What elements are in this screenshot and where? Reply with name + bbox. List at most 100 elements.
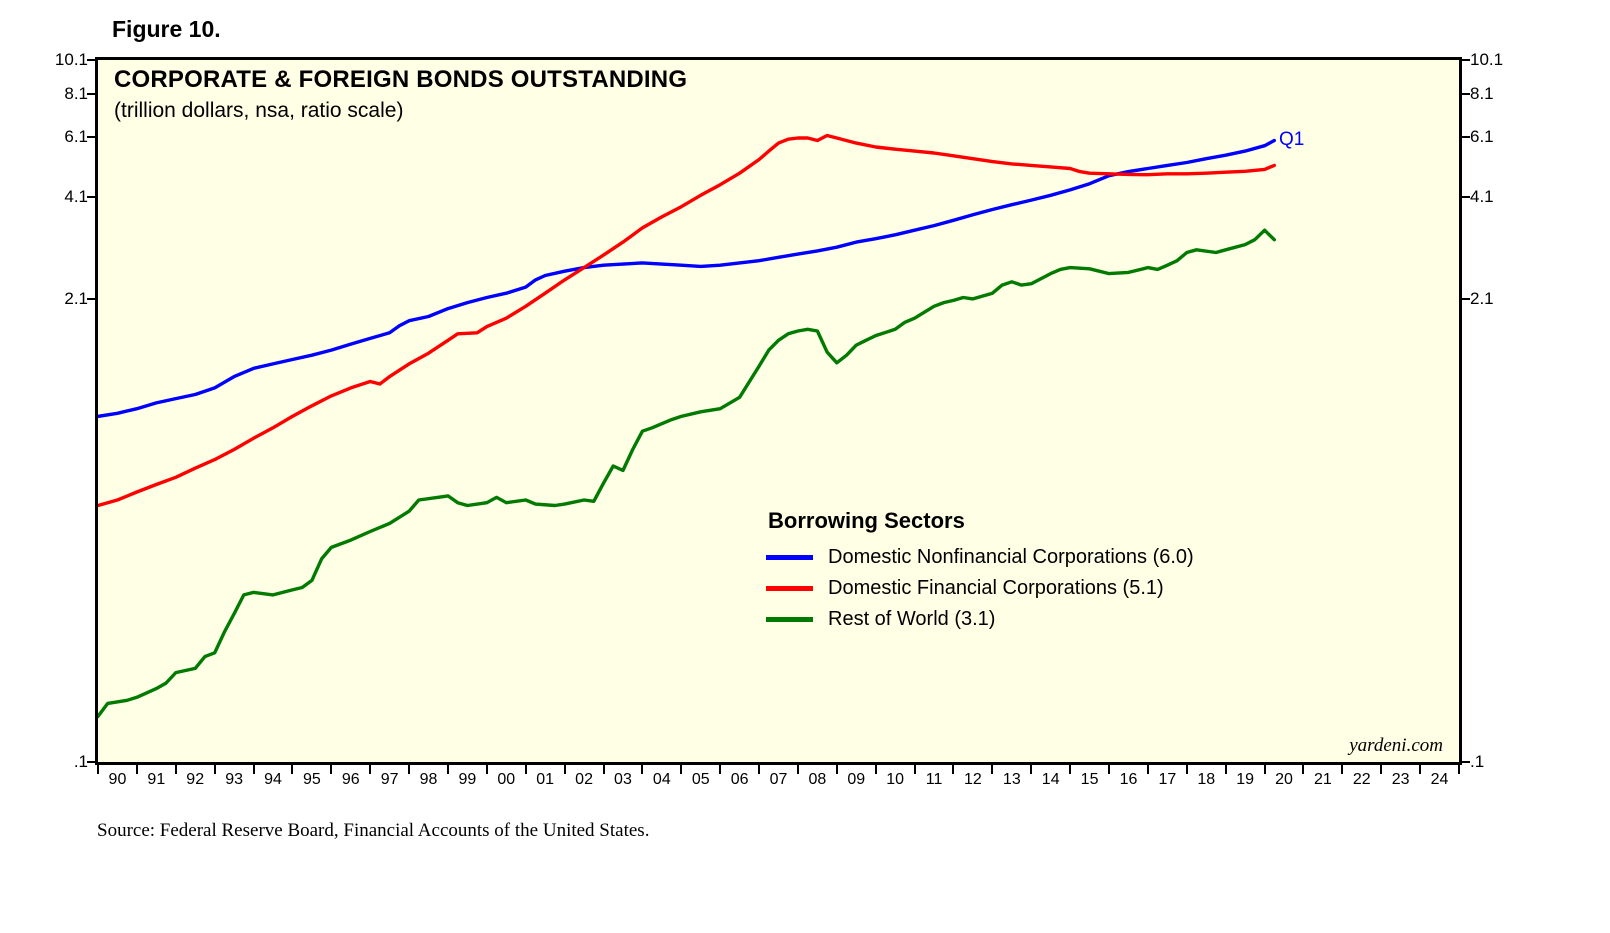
x-tick [563,765,566,774]
y-tick-left [87,59,95,61]
figure-label: Figure 10. [112,16,221,42]
x-tick [1185,765,1188,774]
legend-items: Domestic Nonfinancial Corporations (6.0)… [766,542,1194,635]
legend-title: Borrowing Sectors [768,508,965,533]
series-line-1 [98,133,1277,508]
x-tick [408,765,411,774]
legend-swatch-line [766,555,813,560]
x-tick [1341,765,1344,774]
y-tick-right [1462,761,1470,763]
x-axis-label: 19 [1236,771,1255,788]
y-tick-right [1462,196,1470,199]
y-tick-left [87,92,95,95]
x-tick [1458,765,1460,774]
series-line-0 [98,138,1277,419]
x-axis-label: 05 [691,771,710,788]
x-axis-label: 20 [1275,771,1293,788]
x-axis-label: 02 [575,771,593,788]
x-tick [835,765,838,774]
x-tick [1224,765,1227,774]
y-axis-label-left: 8.1 [64,83,88,103]
x-tick [758,765,761,774]
chart-subtitle: (trillion dollars, nsa, ratio scale) [114,99,404,122]
x-axis-label: 96 [341,771,360,788]
x-tick [796,765,799,774]
legend-label: Domestic Financial Corporations (5.1) [828,577,1164,599]
series-end-label: Q1 [1279,129,1305,150]
x-tick [174,765,177,774]
x-axis-label: 10 [886,771,905,788]
x-tick [524,765,527,774]
y-tick-left [87,761,95,763]
x-tick [291,765,294,774]
x-axis-label: 90 [108,771,127,788]
legend-swatch-line [766,617,813,622]
x-tick [1419,765,1422,774]
x-tick [1302,765,1305,774]
x-axis-label: 22 [1352,771,1371,788]
x-axis-label: 99 [458,771,477,788]
x-axis-label: 04 [652,771,671,788]
y-tick-left [87,135,95,138]
watermark: yardeni.com [1349,735,1443,756]
x-tick [874,765,877,774]
y-axis-label-right: 4.1 [1470,187,1494,207]
y-axis-label-right: 2.1 [1470,288,1494,308]
x-axis-label: 17 [1158,771,1177,788]
x-tick [330,765,333,774]
x-tick [991,765,994,774]
x-axis-label: 14 [1041,771,1060,788]
plot-area: CORPORATE & FOREIGN BONDS OUTSTANDING (t… [95,57,1462,765]
x-tick [680,765,683,774]
chart-title: CORPORATE & FOREIGN BONDS OUTSTANDING [114,66,688,93]
y-tick-right [1462,297,1470,300]
x-tick [97,765,99,774]
y-axis-label-right: .1 [1470,752,1485,771]
legend-row: Rest of World (3.1) [766,604,1194,635]
y-axis-label-right: 10.1 [1470,50,1504,69]
x-tick [485,765,488,774]
x-tick [913,765,916,774]
x-axis-label: 03 [614,771,632,788]
x-tick [1146,765,1149,774]
legend-swatch-line [766,586,813,591]
x-axis-label: 93 [225,771,243,788]
x-axis-label: 98 [419,771,438,788]
x-tick [446,765,449,774]
x-axis-label: 15 [1080,771,1099,788]
y-axis-label-right: 8.1 [1470,83,1494,103]
x-axis-label: 11 [925,771,943,788]
y-tick-left [87,196,95,199]
x-tick [252,765,255,774]
x-axis-label: 07 [769,771,788,788]
x-axis-label: 92 [186,771,205,788]
x-axis-label: 00 [497,771,516,788]
x-axis-label: 16 [1119,771,1138,788]
x-tick [135,765,138,774]
y-axis-label-right: 6.1 [1470,126,1494,146]
legend-row: Domestic Nonfinancial Corporations (6.0) [766,542,1194,573]
x-axis-label: 08 [808,771,827,788]
x-tick [641,765,644,774]
x-axis-label: 18 [1197,771,1216,788]
y-tick-right [1462,135,1470,138]
x-axis-label: 23 [1391,771,1410,788]
y-axis-label-left: .1 [73,752,88,771]
x-axis-label: 94 [264,771,282,788]
y-axis-label-left: 4.1 [64,187,88,207]
legend-row: Domestic Financial Corporations (5.1) [766,573,1194,604]
y-axis-label-left: 2.1 [64,288,88,308]
x-tick [213,765,216,774]
x-axis-label: 97 [380,771,399,788]
x-tick [369,765,372,774]
y-tick-right [1462,92,1470,95]
y-axis-label-left: 6.1 [64,126,88,146]
legend-label: Rest of World (3.1) [828,608,996,630]
x-axis-label: 24 [1430,771,1449,788]
y-tick-right [1462,59,1470,61]
series-line-2 [98,228,1277,719]
source-note: Source: Federal Reserve Board, Financial… [97,820,650,841]
x-tick [1030,765,1033,774]
x-axis-label: 12 [964,771,982,788]
